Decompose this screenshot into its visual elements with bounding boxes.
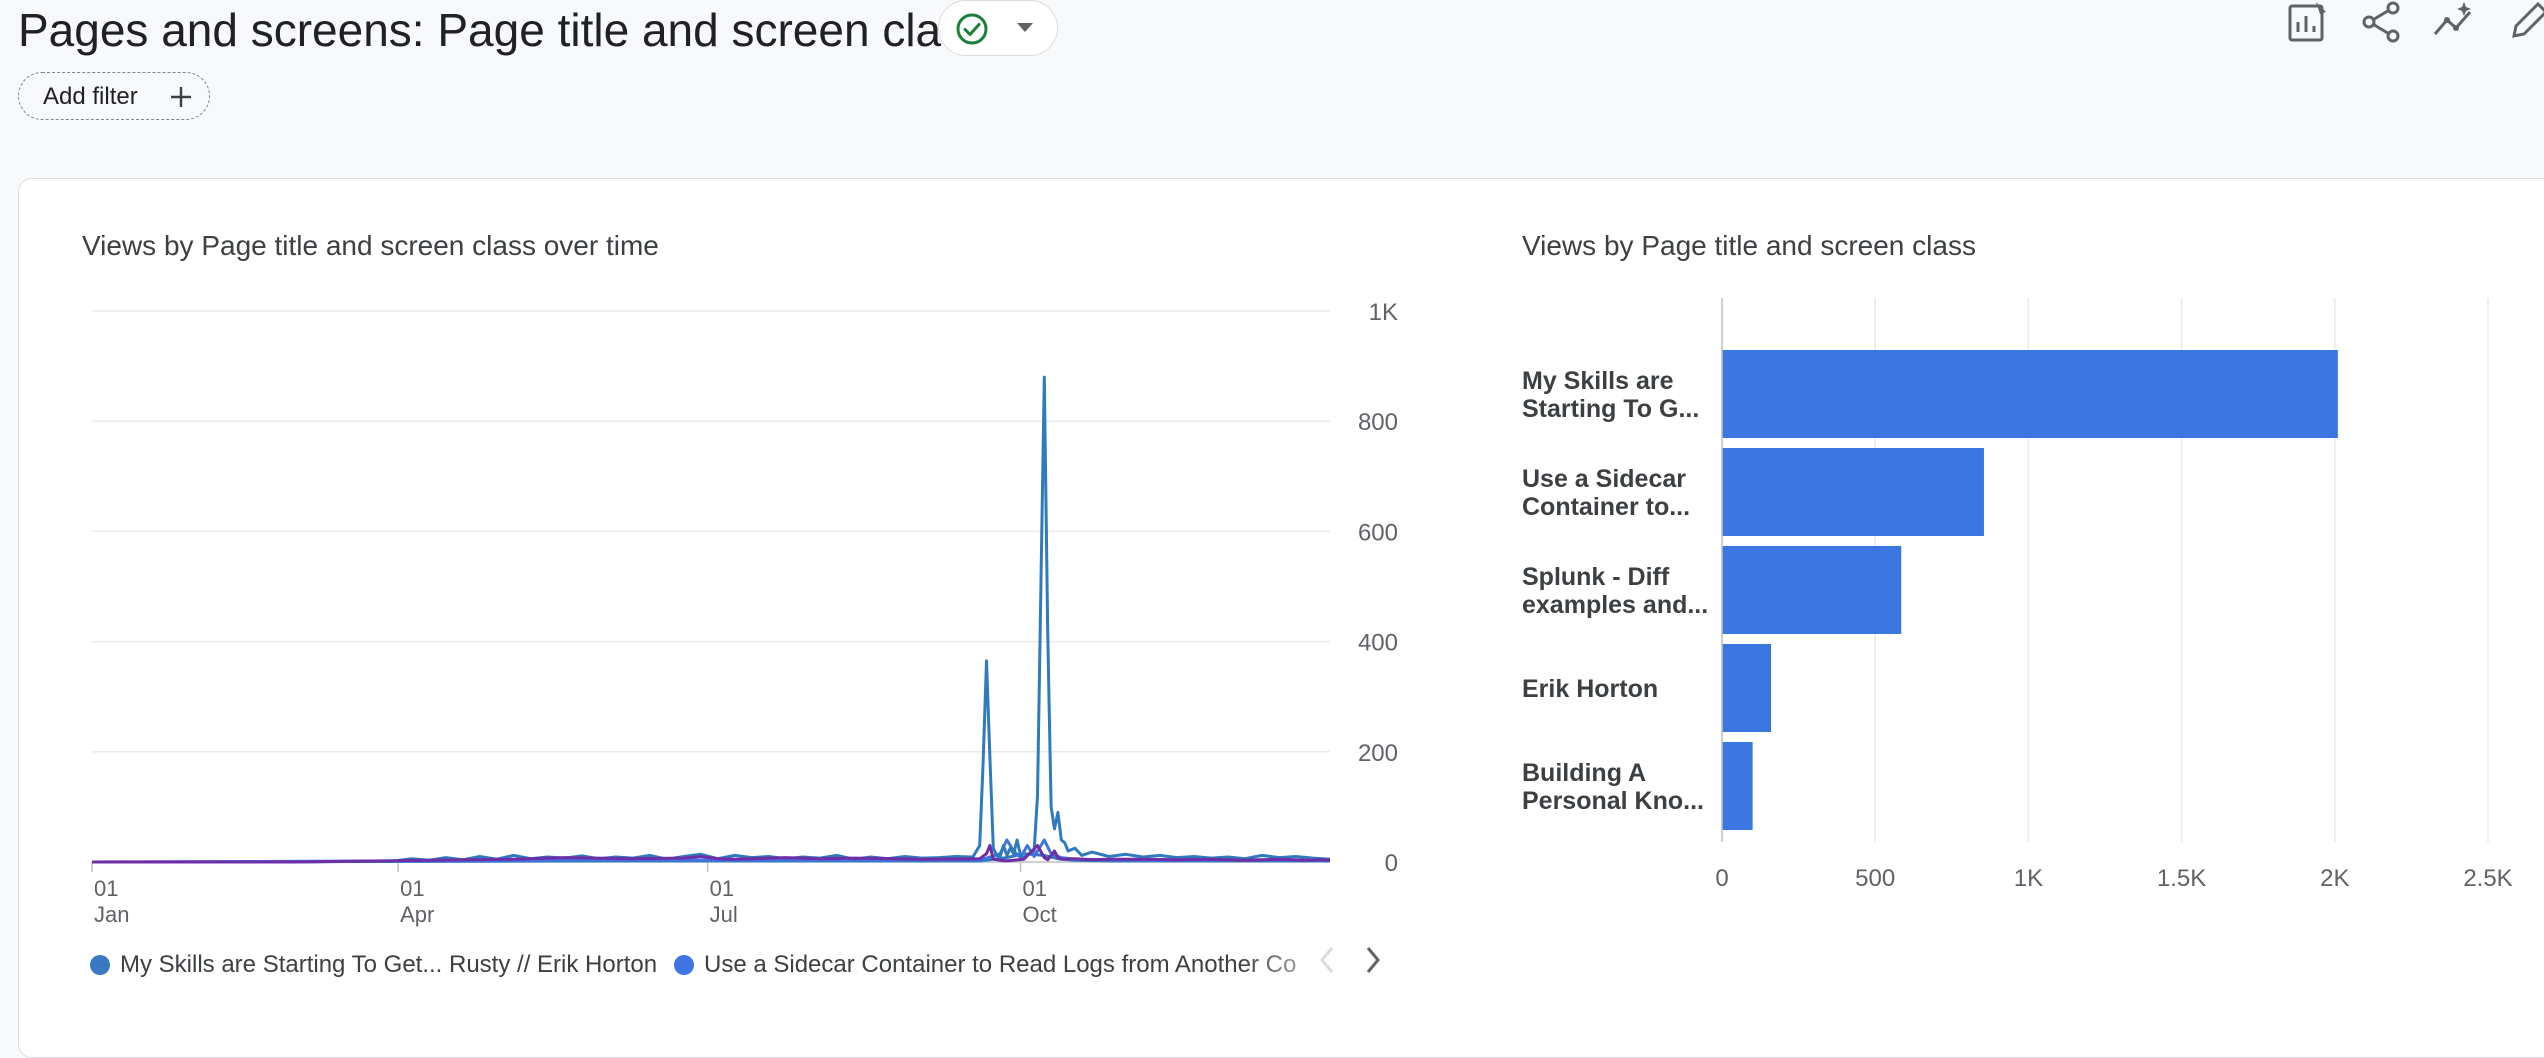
legend-label: My Skills are Starting To Get... Rusty /… bbox=[120, 951, 658, 978]
plus-icon bbox=[171, 87, 191, 107]
x-tick-month: Jul bbox=[710, 902, 738, 927]
category-label: examples and... bbox=[1522, 591, 1708, 619]
series-line bbox=[92, 375, 1331, 864]
x-tick-label: 0 bbox=[1715, 865, 1728, 892]
x-tick-label: 2K bbox=[2320, 865, 2349, 892]
x-tick-label: 2.5K bbox=[2463, 865, 2512, 892]
charts-card bbox=[18, 178, 2544, 1058]
legend-fade bbox=[1240, 945, 1380, 985]
bar-chart-title: Views by Page title and screen class bbox=[1522, 230, 1976, 261]
legend-dot bbox=[674, 955, 694, 975]
report-header: Pages and screens: Page title and screen… bbox=[0, 0, 2544, 170]
x-tick-label: 500 bbox=[1855, 865, 1895, 892]
x-tick-month: Oct bbox=[1023, 902, 1057, 927]
x-tick-day: 01 bbox=[710, 876, 734, 901]
share-icon[interactable] bbox=[2360, 0, 2404, 44]
category-label: Splunk - Diff bbox=[1522, 563, 1670, 591]
category-label: Container to... bbox=[1522, 493, 1690, 521]
insights-icon[interactable] bbox=[2432, 0, 2476, 44]
category-label: Personal Kno... bbox=[1522, 787, 1704, 815]
category-label: Starting To G... bbox=[1522, 395, 1699, 423]
bar bbox=[1722, 742, 1753, 830]
add-filter-button[interactable]: Add filter bbox=[18, 72, 210, 120]
check-circle-icon bbox=[956, 13, 988, 45]
page-title: Pages and screens: Page title and screen… bbox=[18, 4, 988, 56]
customize-report-icon[interactable] bbox=[2286, 0, 2330, 44]
category-label: Building A bbox=[1522, 759, 1646, 787]
bar bbox=[1722, 350, 2338, 438]
y-tick-label: 600 bbox=[1358, 519, 1398, 546]
x-tick-day: 01 bbox=[94, 876, 118, 901]
legend-item[interactable]: My Skills are Starting To Get... Rusty /… bbox=[90, 945, 657, 985]
bar bbox=[1722, 644, 1772, 732]
edit-icon[interactable] bbox=[2506, 0, 2544, 44]
line-chart-title: Views by Page title and screen class ove… bbox=[82, 230, 659, 261]
x-tick-day: 01 bbox=[1023, 876, 1047, 901]
y-tick-label: 1K bbox=[1369, 299, 1398, 326]
y-tick-label: 800 bbox=[1358, 409, 1398, 436]
x-tick-label: 1.5K bbox=[2157, 865, 2206, 892]
add-filter-label: Add filter bbox=[43, 83, 138, 110]
bar bbox=[1722, 546, 1902, 634]
category-label: My Skills are bbox=[1522, 367, 1674, 395]
caret-down-icon bbox=[1017, 23, 1033, 32]
x-tick-day: 01 bbox=[400, 876, 424, 901]
y-tick-label: 400 bbox=[1358, 630, 1398, 657]
category-label: Erik Horton bbox=[1522, 675, 1658, 703]
legend-label: Use a Sidecar Container to Read Logs fro… bbox=[704, 951, 1297, 978]
legend-dot bbox=[90, 955, 110, 975]
legend-item[interactable]: Use a Sidecar Container to Read Logs fro… bbox=[674, 945, 1296, 985]
category-label: Use a Sidecar bbox=[1522, 465, 1686, 493]
chevron-right-icon[interactable] bbox=[1358, 942, 1388, 978]
line-chart-legend: My Skills are Starting To Get... Rusty /… bbox=[90, 945, 1390, 985]
series-line bbox=[92, 844, 1331, 864]
bar bbox=[1722, 448, 1984, 536]
x-tick-month: Jan bbox=[94, 902, 129, 927]
report-status-dropdown[interactable] bbox=[938, 0, 1058, 56]
x-tick-month: Apr bbox=[400, 902, 434, 927]
y-tick-label: 200 bbox=[1358, 740, 1398, 767]
y-tick-label: 0 bbox=[1385, 850, 1398, 877]
x-tick-label: 1K bbox=[2014, 865, 2043, 892]
chevron-left-icon[interactable] bbox=[1312, 942, 1342, 978]
